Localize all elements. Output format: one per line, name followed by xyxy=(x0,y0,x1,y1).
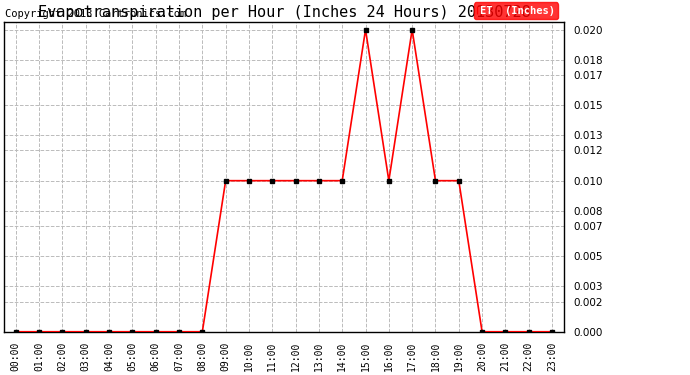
Text: Copyright 2013 Cartronics.com: Copyright 2013 Cartronics.com xyxy=(6,9,186,19)
Title: Evapotranspiration per Hour (Inches 24 Hours) 20130728: Evapotranspiration per Hour (Inches 24 H… xyxy=(37,4,531,20)
Legend: ET  (Inches): ET (Inches) xyxy=(474,3,558,19)
